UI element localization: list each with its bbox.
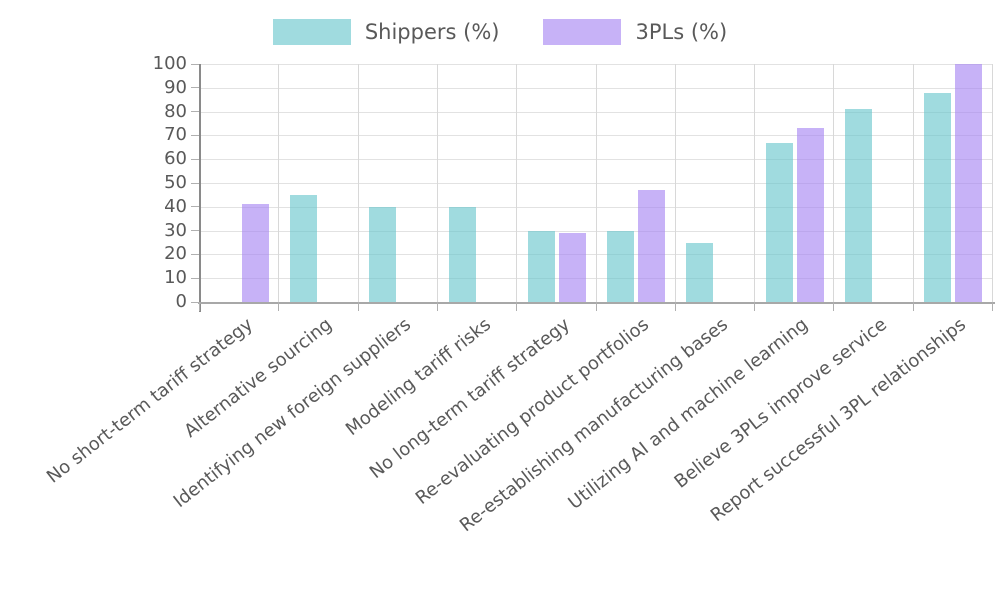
y-tick-label: 100	[152, 53, 187, 74]
gridline-vertical	[516, 64, 517, 302]
gridline-vertical	[437, 64, 438, 302]
x-tick-label: Alternative sourcing	[180, 314, 336, 442]
y-tick-mark	[191, 230, 199, 232]
y-tick-label: 90	[164, 76, 187, 98]
y-tick-mark	[191, 134, 199, 136]
x-tick-mark	[437, 302, 438, 311]
gridline-vertical	[278, 64, 279, 302]
y-tick-label: 10	[164, 267, 187, 289]
legend-label-shippers: Shippers (%)	[364, 20, 500, 44]
y-tick-label: 40	[164, 195, 187, 217]
y-tick-label: 60	[164, 148, 187, 170]
bar-3pls-8	[796, 128, 824, 302]
bar-shippers-4	[448, 206, 476, 302]
y-tick-mark	[191, 63, 199, 65]
legend: Shippers (%) 3PLs (%)	[0, 12, 1000, 52]
legend-item-shippers: Shippers (%)	[272, 19, 500, 45]
x-tick-mark	[199, 302, 200, 311]
y-tick-mark	[191, 206, 199, 208]
y-axis-line	[199, 64, 201, 312]
bar-shippers-3	[369, 206, 397, 302]
y-tick-mark	[191, 87, 199, 89]
gridline-vertical	[675, 64, 676, 302]
x-tick-mark	[596, 302, 597, 311]
y-tick-label: 30	[164, 219, 187, 241]
bar-shippers-8	[765, 142, 793, 302]
gridline-vertical	[358, 64, 359, 302]
bar-3pls-1	[241, 204, 269, 302]
x-tick-mark	[992, 302, 993, 311]
x-tick-label: Modeling tariff risks	[341, 314, 495, 441]
bar-shippers-2	[289, 194, 317, 302]
x-tick-mark	[913, 302, 914, 311]
y-tick-label: 20	[164, 243, 187, 265]
bar-3pls-5	[558, 232, 586, 302]
y-tick-mark	[191, 253, 199, 255]
x-tick-mark	[833, 302, 834, 311]
y-tick-label: 70	[164, 124, 187, 146]
gridline-vertical	[992, 64, 993, 302]
y-tick-mark	[191, 111, 199, 113]
legend-swatch-shippers-icon	[272, 19, 351, 45]
bar-shippers-5	[527, 230, 555, 302]
x-tick-mark	[675, 302, 676, 311]
plot-area	[200, 64, 993, 302]
y-tick-label: 50	[164, 172, 187, 193]
bar-shippers-9	[845, 109, 873, 302]
x-tick-mark	[754, 302, 755, 311]
gridline-vertical	[596, 64, 597, 302]
y-tick-mark	[191, 301, 199, 303]
x-tick-mark	[278, 302, 279, 311]
legend-swatch-3pls-icon	[543, 19, 622, 45]
x-tick-mark	[516, 302, 517, 311]
bar-shippers-6	[607, 230, 635, 302]
gridline-vertical	[833, 64, 834, 302]
bar-shippers-10	[924, 92, 952, 302]
gridline-vertical	[754, 64, 755, 302]
x-tick-mark	[358, 302, 359, 311]
y-tick-label: 80	[164, 100, 187, 122]
legend-label-3pls: 3PLs (%)	[635, 20, 728, 44]
bar-shippers-7	[686, 242, 714, 302]
bar-3pls-6	[638, 190, 666, 302]
gridline-vertical	[913, 64, 914, 302]
y-tick-label: 0	[175, 291, 187, 312]
y-tick-mark	[191, 158, 199, 160]
bar-3pls-10	[955, 64, 983, 302]
y-tick-mark	[191, 277, 199, 279]
legend-item-3pls: 3PLs (%)	[543, 19, 727, 45]
y-tick-mark	[191, 182, 199, 184]
